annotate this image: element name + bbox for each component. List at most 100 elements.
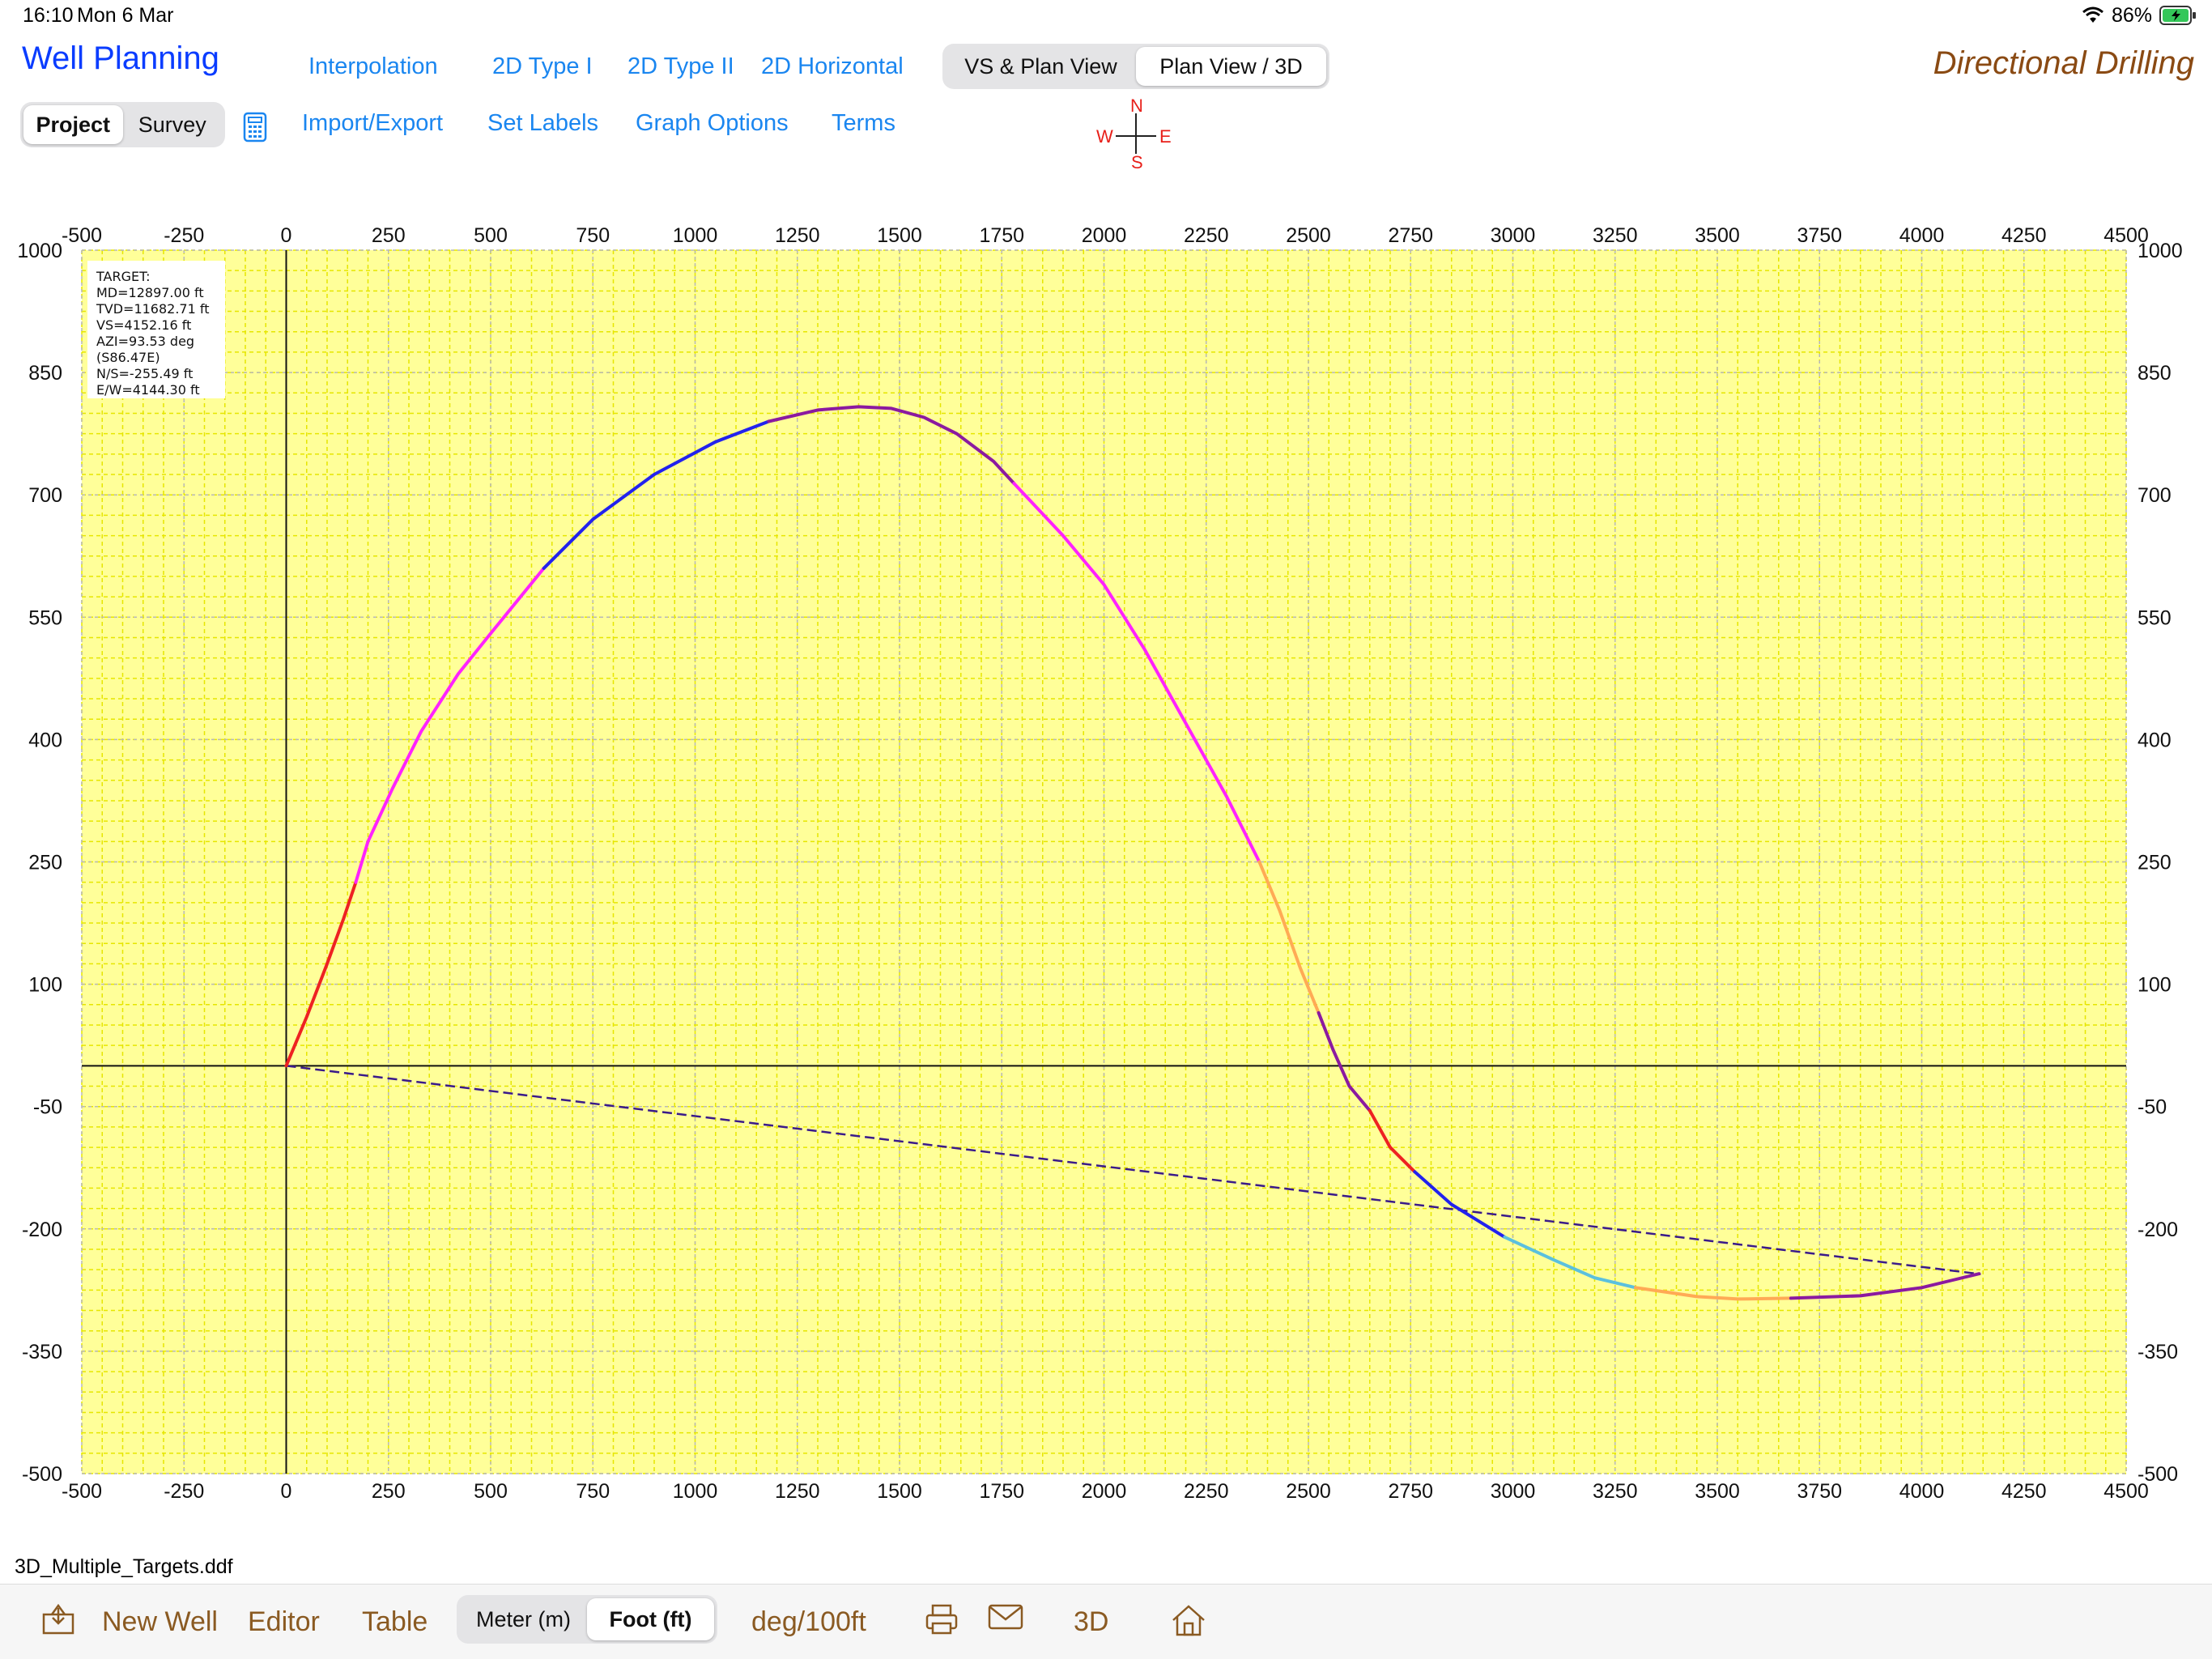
trajectory-segment (767, 405, 1016, 486)
x-tick-label-bottom: 2750 (1388, 1480, 1433, 1503)
nav-interpolation[interactable]: Interpolation (308, 53, 438, 79)
y-tick-label-right: -350 (2138, 1341, 2178, 1363)
y-tick-label-left: 550 (28, 606, 62, 629)
x-tick-label-bottom: 0 (281, 1480, 292, 1503)
x-tick-label-bottom: -250 (164, 1480, 204, 1503)
trajectory-segment (1257, 860, 1321, 1015)
y-tick-label-right: 1000 (2138, 240, 2183, 262)
trajectory-segment (1634, 1286, 1793, 1301)
y-tick-label-right: 250 (2138, 852, 2172, 874)
compass-icon: N S E W (1093, 96, 1174, 177)
home-icon[interactable] (1171, 1603, 1206, 1641)
y-tick-label-right: -50 (2138, 1096, 2167, 1119)
tick-labels: -500-500-250-250002502505005007507501000… (17, 224, 2182, 1503)
new-well-button[interactable]: New Well (102, 1606, 218, 1637)
battery-percent: 86% (2112, 4, 2153, 27)
x-tick-label-top: 4000 (1899, 224, 1945, 247)
target-line-0: TARGET: (96, 269, 151, 284)
3d-button[interactable]: 3D (1074, 1606, 1109, 1637)
segment-survey[interactable]: Survey (138, 112, 206, 137)
x-tick-label-top: 1000 (673, 224, 718, 247)
segment-vs-plan-view[interactable]: VS & Plan View (964, 53, 1117, 79)
battery-icon (2159, 6, 2197, 29)
segment-project[interactable]: Project (23, 105, 123, 144)
x-tick-label-bottom: 3500 (1695, 1480, 1740, 1503)
chart-axes (82, 250, 2126, 1474)
target-info-box: TARGET: MD=12897.00 ft TVD=11682.71 ft V… (87, 261, 225, 398)
calculator-icon[interactable] (243, 112, 267, 147)
x-tick-label-bottom: 500 (474, 1480, 508, 1503)
trajectory-segment (1789, 1272, 1981, 1300)
y-tick-label-left: 400 (28, 729, 62, 751)
editor-button[interactable]: Editor (248, 1606, 320, 1637)
y-tick-label-left: 700 (28, 484, 62, 507)
file-name: 3D_Multiple_Targets.ddf (15, 1555, 233, 1578)
x-tick-label-bottom: 750 (576, 1480, 610, 1503)
trajectory-segment (1413, 1170, 1507, 1239)
x-tick-label-bottom: 3250 (1593, 1480, 1638, 1503)
y-tick-label-left: -200 (22, 1219, 62, 1241)
segment-meter[interactable]: Meter (m) (476, 1606, 571, 1631)
print-icon[interactable] (925, 1603, 959, 1640)
plan-view-chart[interactable]: -500-500-250-250002502505005007507501000… (0, 0, 2212, 1538)
x-tick-label-bottom: 2000 (1082, 1480, 1127, 1503)
compass-west: W (1096, 126, 1113, 147)
trajectory-segment (542, 419, 771, 570)
x-tick-label-top: 2250 (1184, 224, 1229, 247)
trajectory-segment (1503, 1235, 1637, 1290)
app-title: Well Planning (22, 40, 219, 76)
x-tick-label-bottom: 1000 (673, 1480, 718, 1503)
y-tick-label-right: 550 (2138, 606, 2172, 629)
nav-import-export[interactable]: Import/Export (302, 110, 444, 136)
compass-east: E (1159, 126, 1172, 147)
x-tick-label-top: 4500 (2104, 224, 2149, 247)
mode-segment: Project Survey (20, 102, 225, 147)
target-line-5: (S86.47E) (96, 350, 160, 365)
target-line-1: MD=12897.00 ft (96, 285, 204, 300)
brand-title: Directional Drilling (1933, 45, 2194, 81)
target-line-2: TVD=11682.71 ft (96, 301, 210, 317)
x-tick-label-bottom: 1750 (979, 1480, 1024, 1503)
status-time: 16:10 (23, 4, 74, 27)
grid-major (81, 249, 2127, 1474)
bottom-toolbar (0, 1584, 2212, 1659)
table-button[interactable]: Table (362, 1606, 428, 1637)
y-tick-label-right: -200 (2138, 1219, 2178, 1241)
x-tick-label-top: 1250 (775, 224, 820, 247)
trajectory-segment (284, 880, 358, 1068)
nav-terms[interactable]: Terms (832, 110, 895, 136)
y-tick-label-right: 100 (2138, 974, 2172, 997)
mail-icon[interactable] (988, 1603, 1023, 1635)
y-tick-label-left: -350 (22, 1341, 62, 1363)
target-line-6: N/S=-255.49 ft (96, 366, 193, 381)
x-tick-label-top: 750 (576, 224, 610, 247)
nav-2d-horizontal[interactable]: 2D Horizontal (761, 53, 904, 79)
segment-foot[interactable]: Foot (ft) (587, 1598, 714, 1640)
x-tick-label-bottom: 3750 (1797, 1480, 1842, 1503)
x-tick-label-top: 3750 (1797, 224, 1842, 247)
y-tick-label-right: 700 (2138, 484, 2172, 507)
y-tick-label-right: -500 (2138, 1463, 2178, 1486)
y-tick-label-left: 250 (28, 852, 62, 874)
x-tick-label-top: 2500 (1286, 224, 1331, 247)
nav-graph-options[interactable]: Graph Options (636, 110, 789, 136)
compass-south: S (1131, 152, 1143, 172)
x-tick-label-bottom: 1500 (877, 1480, 922, 1503)
y-tick-label-right: 400 (2138, 729, 2172, 751)
x-tick-label-top: 4250 (2001, 224, 2047, 247)
y-tick-label-left: 850 (28, 362, 62, 385)
dogleg-unit-button[interactable]: deg/100ft (751, 1606, 866, 1637)
segment-plan-view-3d[interactable]: Plan View / 3D (1136, 47, 1326, 86)
nav-2d-type-1[interactable]: 2D Type I (492, 53, 593, 79)
wifi-icon (2082, 6, 2104, 28)
compass-north: N (1130, 96, 1143, 116)
open-folder-icon[interactable] (40, 1603, 76, 1640)
nav-2d-type-2[interactable]: 2D Type II (627, 53, 734, 79)
y-tick-label-left: 1000 (17, 240, 62, 262)
x-tick-label-top: 1750 (979, 224, 1024, 247)
x-tick-label-top: -250 (164, 224, 204, 247)
y-tick-label-right: 850 (2138, 362, 2172, 385)
x-tick-label-top: 3500 (1695, 224, 1740, 247)
y-tick-label-left: -50 (33, 1096, 62, 1119)
nav-set-labels[interactable]: Set Labels (487, 110, 599, 136)
